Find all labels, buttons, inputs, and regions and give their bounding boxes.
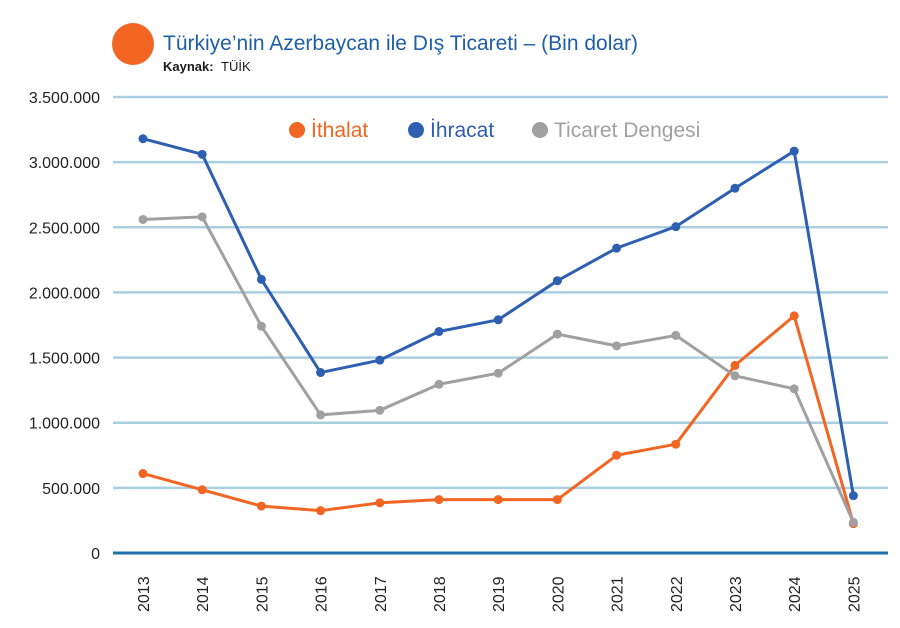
x-tick-label: 2019 <box>491 576 508 612</box>
data-point <box>138 214 148 224</box>
data-point <box>493 368 503 378</box>
data-point <box>671 439 681 449</box>
data-point <box>789 146 799 156</box>
x-tick-label: 2013 <box>136 576 153 612</box>
data-point <box>612 450 622 460</box>
x-tick-label: 2025 <box>846 576 863 612</box>
data-point <box>552 276 562 286</box>
data-point <box>789 311 799 321</box>
data-point <box>434 379 444 389</box>
data-point <box>316 368 326 378</box>
data-point <box>256 501 266 511</box>
data-point <box>316 506 326 516</box>
legend-marker <box>289 122 305 138</box>
x-tick-label: 2020 <box>550 576 567 612</box>
y-tick-label: 0 <box>91 546 100 563</box>
legend-label: İhracat <box>430 119 494 142</box>
legend-label: İthalat <box>311 119 368 142</box>
legend-item-ihracat: İhracat <box>408 119 494 142</box>
x-tick-label: 2017 <box>373 576 390 612</box>
x-tick-label: 2024 <box>787 576 804 612</box>
data-point <box>730 371 740 381</box>
series-ithalat <box>138 311 858 529</box>
title-bullet-icon <box>112 23 154 65</box>
x-axis-ticks: 2013 2014 2015 2016 2017 2018 2019 2020 2021 2022… <box>136 576 863 612</box>
data-point <box>256 321 266 331</box>
x-tick-label: 2016 <box>314 576 331 612</box>
y-tick-label: 3.000.000 <box>29 155 100 172</box>
data-point <box>138 469 148 479</box>
data-point <box>375 355 385 365</box>
data-point <box>316 410 326 420</box>
series-ticaret-dengesi <box>138 212 858 527</box>
data-point <box>197 149 207 159</box>
legend: İthalat İhracat Ticaret Dengesi <box>289 119 700 142</box>
data-point <box>493 495 503 505</box>
data-point <box>375 405 385 415</box>
y-tick-label: 1.000.000 <box>29 416 100 433</box>
data-point <box>552 495 562 505</box>
legend-marker <box>408 122 424 138</box>
data-point <box>671 330 681 340</box>
legend-marker <box>532 122 548 138</box>
x-tick-label: 2015 <box>254 576 271 612</box>
data-point <box>197 485 207 495</box>
x-tick-label: 2023 <box>728 576 745 612</box>
data-point <box>493 315 503 325</box>
legend-item-ticaret-dengesi: Ticaret Dengesi <box>532 119 700 142</box>
y-tick-label: 2.000.000 <box>29 285 100 302</box>
data-point <box>789 384 799 394</box>
x-tick-label: 2021 <box>610 576 627 612</box>
data-point <box>612 341 622 351</box>
data-point <box>730 183 740 193</box>
series-ihracat <box>138 134 858 501</box>
x-tick-label: 2018 <box>432 576 449 612</box>
data-point <box>552 329 562 339</box>
data-point <box>197 212 207 222</box>
x-tick-label: 2014 <box>195 576 212 612</box>
series <box>138 134 858 529</box>
data-point <box>256 274 266 284</box>
y-tick-label: 3.500.000 <box>29 90 100 107</box>
data-point <box>671 222 681 232</box>
y-tick-label: 500.000 <box>42 481 100 498</box>
source-key: Kaynak: <box>163 59 214 74</box>
source-value: TÜİK <box>221 59 251 74</box>
data-point <box>434 495 444 505</box>
grid <box>113 95 888 490</box>
data-point <box>434 327 444 337</box>
y-tick-label: 1.500.000 <box>29 351 100 368</box>
data-point <box>730 360 740 370</box>
page-title: Türkiye’nin Azerbaycan ile Dış Ticareti … <box>163 32 638 55</box>
data-point <box>612 243 622 253</box>
y-axis-ticks: 0 500.000 1.000.000 1.500.000 2.000.000 2.500… <box>29 90 100 563</box>
source-line: Kaynak: TÜİK <box>163 58 251 75</box>
series-line <box>142 314 855 525</box>
legend-label: Ticaret Dengesi <box>554 119 700 142</box>
data-point <box>848 517 858 527</box>
legend-item-ithalat: İthalat <box>289 119 368 142</box>
x-tick-label: 2022 <box>669 576 686 612</box>
data-point <box>138 134 148 144</box>
y-tick-label: 2.500.000 <box>29 220 100 237</box>
data-point <box>375 498 385 508</box>
data-point <box>848 491 858 501</box>
